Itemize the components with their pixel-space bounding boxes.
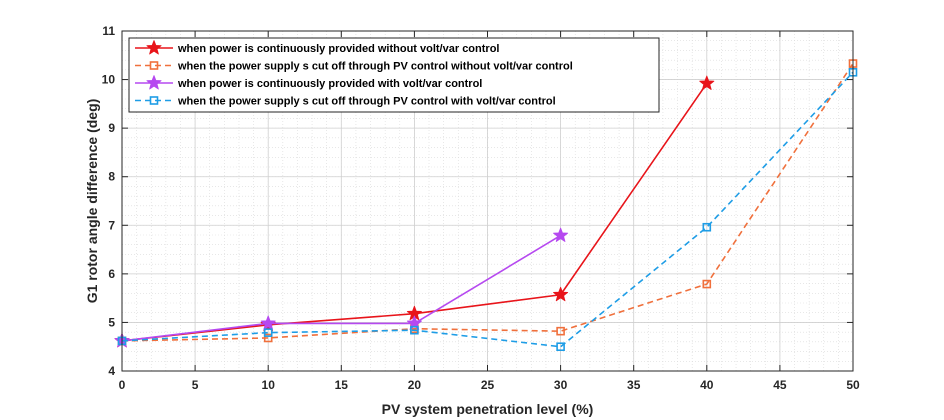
x-tick-label: 20 bbox=[408, 378, 422, 392]
series-line bbox=[121, 234, 562, 342]
legend-item: when power is continuously provided with… bbox=[135, 75, 482, 90]
legend-swatch-marker bbox=[149, 61, 159, 70]
legend-swatch-marker bbox=[149, 96, 159, 105]
data-point bbox=[553, 227, 569, 242]
data-point bbox=[263, 333, 273, 343]
data-point bbox=[702, 279, 712, 289]
series-layer bbox=[114, 59, 858, 352]
series-line bbox=[121, 71, 854, 348]
y-tick-label: 5 bbox=[108, 315, 115, 329]
series-line bbox=[121, 63, 854, 342]
data-point bbox=[556, 326, 565, 336]
legend-box bbox=[128, 37, 660, 113]
legend-item: when the power supply s cut off through … bbox=[135, 96, 556, 108]
y-tick-label: 8 bbox=[108, 170, 115, 184]
x-tick-label: 45 bbox=[773, 378, 787, 392]
legend-item: when power is continuously provided with… bbox=[135, 40, 499, 55]
y-tick-label: 10 bbox=[102, 73, 116, 87]
legend-label: when power is continuously provided with… bbox=[177, 78, 482, 90]
minor-grid bbox=[121, 30, 854, 372]
y-tick-label: 6 bbox=[108, 267, 115, 281]
legend-label: when the power supply s cut off through … bbox=[177, 61, 573, 73]
y-axis-title: G1 rotor angle difference (deg) bbox=[84, 99, 100, 304]
y-tick-label: 4 bbox=[108, 364, 115, 378]
legend-label: when power is continuously provided with… bbox=[177, 43, 499, 55]
x-tick-label: 25 bbox=[481, 378, 495, 392]
data-point bbox=[263, 328, 273, 337]
y-tick-label: 7 bbox=[108, 218, 115, 232]
data-point bbox=[702, 222, 712, 232]
x-tick-label: 30 bbox=[554, 378, 568, 392]
data-point bbox=[553, 286, 569, 302]
x-tick-label: 40 bbox=[700, 378, 714, 392]
x-tick-label: 15 bbox=[335, 378, 349, 392]
x-tick-label: 10 bbox=[262, 378, 276, 392]
data-point bbox=[556, 342, 565, 352]
x-axis-title: PV system penetration level (%) bbox=[382, 401, 594, 417]
x-tick-label: 35 bbox=[627, 378, 641, 392]
data-point bbox=[410, 325, 419, 335]
data-point bbox=[260, 315, 276, 330]
y-tick-label: 11 bbox=[102, 24, 115, 38]
x-tick-label: 0 bbox=[119, 378, 126, 392]
data-point bbox=[699, 75, 715, 90]
legend-item: when the power supply s cut off through … bbox=[135, 61, 573, 73]
legend: when power is continuously provided with… bbox=[128, 37, 660, 113]
y-tick-label: 9 bbox=[108, 121, 115, 135]
legend-swatch-marker bbox=[146, 40, 162, 55]
x-tick-label: 5 bbox=[192, 378, 199, 392]
x-tick-label: 50 bbox=[846, 378, 860, 392]
legend-swatch-marker bbox=[146, 75, 162, 90]
legend-label: when the power supply s cut off through … bbox=[177, 96, 556, 108]
